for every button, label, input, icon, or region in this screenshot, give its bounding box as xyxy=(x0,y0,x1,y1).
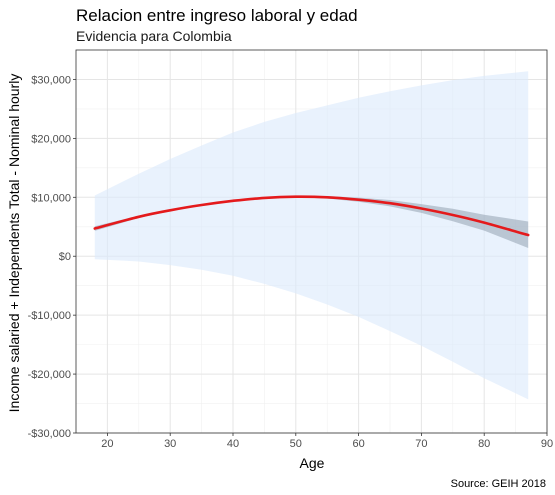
chart-title: Relacion entre ingreso laboral y edad xyxy=(76,6,358,25)
y-tick-label: $20,000 xyxy=(31,133,71,145)
plot-panel: 20 30 40 50 60 70 80 90 -$30,000 -$20,000 -$10,000… xyxy=(28,49,553,450)
panel-border xyxy=(75,49,548,434)
x-tick-label: 60 xyxy=(352,438,364,450)
x-tick-label: 80 xyxy=(478,438,490,450)
x-tick-label: 40 xyxy=(227,438,239,450)
y-tick-label: -$30,000 xyxy=(28,428,71,440)
x-tick-label: 70 xyxy=(415,438,427,450)
y-tick-label: -$20,000 xyxy=(28,369,71,381)
x-tick-label: 90 xyxy=(541,438,553,450)
y-tick-label: $30,000 xyxy=(31,74,71,86)
caption: Source: GEIH 2018 xyxy=(451,478,546,490)
y-tick-label: $0 xyxy=(59,251,71,263)
chart-subtitle: Evidencia para Colombia xyxy=(76,28,232,44)
x-axis-title: Age xyxy=(300,455,325,471)
y-tick-label: -$10,000 xyxy=(28,310,71,322)
prediction-band xyxy=(94,71,529,400)
fitted-line xyxy=(93,195,530,237)
x-tick-label: 50 xyxy=(290,438,302,450)
y-tick-label: $10,000 xyxy=(31,192,71,204)
x-tick-label: 20 xyxy=(101,438,113,450)
x-tick-label: 30 xyxy=(164,438,176,450)
y-axis-title: Income salaried + Independents Total - N… xyxy=(6,74,22,413)
